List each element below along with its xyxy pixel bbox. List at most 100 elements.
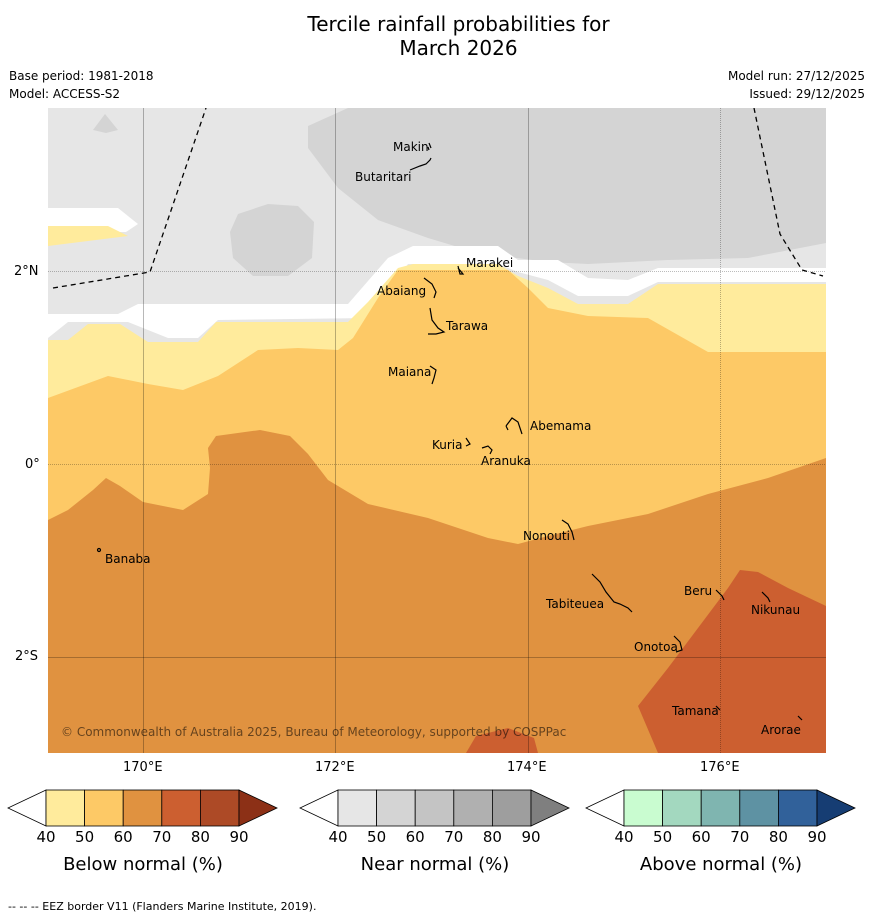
lon-label-176e: 176°E: [700, 760, 740, 775]
lat-label-0: 0°: [25, 457, 40, 472]
island-marakei-outline: [457, 265, 465, 275]
island-label-tamana: Tamana: [671, 704, 719, 718]
colorbar-tick-label: 70: [152, 828, 172, 846]
island-tarawa-outline: [428, 307, 446, 335]
colorbar-segment: [491, 789, 532, 827]
island-labels: Makin Butaritari Marakei Abaiang Tarawa …: [105, 140, 801, 737]
colorbar-tick-label: 40: [328, 828, 348, 846]
island-label-marakei: Marakei: [466, 256, 513, 270]
lon-label-170e: 170°E: [123, 760, 163, 775]
below-normal-70-region-south: [466, 728, 538, 753]
colorbar-arrow-low: [7, 789, 47, 827]
island-label-onotoa: Onotoa: [634, 640, 678, 654]
island-label-nikunau: Nikunau: [751, 603, 800, 617]
island-label-abaiang: Abaiang: [377, 284, 426, 298]
eez-footnote: -- -- -- EEZ border V11 (Flanders Marine…: [8, 900, 317, 913]
colorbar-segment: [337, 789, 377, 827]
island-label-banaba: Banaba: [105, 552, 151, 566]
colorbar-segment: [414, 789, 455, 827]
colorbar-tick-label: 50: [653, 828, 673, 846]
colorbar-tick-label: 70: [730, 828, 750, 846]
no-dominant-band: [48, 246, 826, 338]
island-abemama-outline: [505, 417, 523, 435]
colorbar-tick-label: 80: [768, 828, 788, 846]
colorbar-tick-label: 80: [482, 828, 502, 846]
map-title-line1: Tercile rainfall probabilities for: [307, 12, 610, 36]
lat-label-2s: 2°S: [15, 649, 39, 664]
island-label-tarawa: Tarawa: [445, 319, 488, 333]
lon-label-174e: 174°E: [507, 760, 547, 775]
near-normal-50-patch: [230, 204, 314, 276]
eez-border-east: [753, 108, 824, 277]
issued-date: Issued: 29/12/2025: [749, 87, 865, 101]
colorbar-segment: [662, 789, 702, 827]
island-maiana-outline: [429, 365, 437, 385]
colorbar-label-below-normal: Below normal (%): [63, 854, 223, 875]
colorbar-segment: [84, 789, 124, 827]
colorbar-segment: [739, 789, 779, 827]
island-banaba-outline: [96, 547, 102, 553]
colorbar-segment: [623, 789, 663, 827]
colorbar-label-near-normal: Near normal (%): [360, 854, 510, 875]
island-outlines: [96, 142, 803, 721]
island-label-maiana: Maiana: [388, 365, 431, 379]
island-tamana-outline: [715, 705, 721, 711]
island-onotoa-outline: [673, 635, 683, 653]
island-abaiang-outline: [423, 277, 437, 299]
island-arorae-outline: [797, 715, 803, 721]
island-label-kuria: Kuria: [432, 438, 463, 452]
island-beru-outline: [715, 589, 725, 601]
map-title-line2: March 2026: [399, 36, 518, 60]
below-normal-60-region: [48, 430, 826, 753]
colorbar-segment: [161, 789, 201, 827]
colorbar-below-normal: [7, 789, 278, 827]
colorbar-tick-label: 60: [405, 828, 425, 846]
island-kuria-outline: [465, 437, 471, 447]
near-normal-50-small: [93, 114, 118, 133]
colorbar-arrow-low: [299, 789, 339, 827]
colorbar-arrow-high: [530, 789, 570, 827]
colorbar-arrow-high: [816, 789, 856, 827]
colorbar-tick-label: 80: [190, 828, 210, 846]
island-nonouti-outline: [561, 519, 575, 541]
model-run: Model run: 27/12/2025: [727, 69, 865, 83]
island-label-nonouti: Nonouti: [523, 529, 570, 543]
base-period: Base period: 1981-2018: [9, 69, 154, 83]
lon-label-172e: 172°E: [315, 760, 355, 775]
lat-label-2n: 2°N: [14, 264, 39, 279]
colorbar-tick-label: 90: [521, 828, 541, 846]
colorbar-segment: [376, 789, 416, 827]
colorbar-tick-label: 70: [444, 828, 464, 846]
island-tabiteuea-outline: [591, 573, 633, 613]
island-label-aranuka: Aranuka: [481, 454, 531, 468]
colorbar-tick-label: 90: [807, 828, 827, 846]
colorbar-arrow-high: [238, 789, 278, 827]
eez-borders: [52, 108, 824, 289]
colorbar-segment: [778, 789, 818, 827]
rainfall-probability-map: Makin Butaritari Marakei Abaiang Tarawa …: [48, 108, 826, 753]
island-label-arorae: Arorae: [761, 723, 801, 737]
colorbar-above-normal: [585, 789, 856, 827]
island-nikunau-outline: [761, 591, 771, 603]
colorbar-segment: [122, 789, 163, 827]
colorbar-tick-label: 40: [614, 828, 634, 846]
island-label-abemama: Abemama: [530, 419, 591, 433]
colorbar-label-above-normal: Above normal (%): [639, 854, 803, 875]
below-normal-40-west: [48, 226, 128, 246]
island-makin-outline: [427, 142, 432, 151]
copyright-text: © Commonwealth of Australia 2025, Bureau…: [61, 725, 566, 739]
colorbar-tick-label: 50: [75, 828, 95, 846]
island-label-beru: Beru: [684, 584, 712, 598]
colorbar-tick-label: 40: [36, 828, 56, 846]
model-name: Model: ACCESS-S2: [9, 87, 121, 101]
colorbar-tick-label: 90: [229, 828, 249, 846]
near-normal-50-region: [308, 108, 826, 264]
island-label-tabiteuea: Tabiteuea: [545, 597, 604, 611]
graticule: [48, 108, 826, 753]
colorbar-tick-label: 60: [113, 828, 133, 846]
colorbar-segment: [199, 789, 240, 827]
colorbar-near-normal: [299, 789, 570, 827]
colorbars: [7, 789, 856, 827]
colorbar-arrow-low: [585, 789, 625, 827]
island-label-butaritari: Butaritari: [355, 170, 412, 184]
